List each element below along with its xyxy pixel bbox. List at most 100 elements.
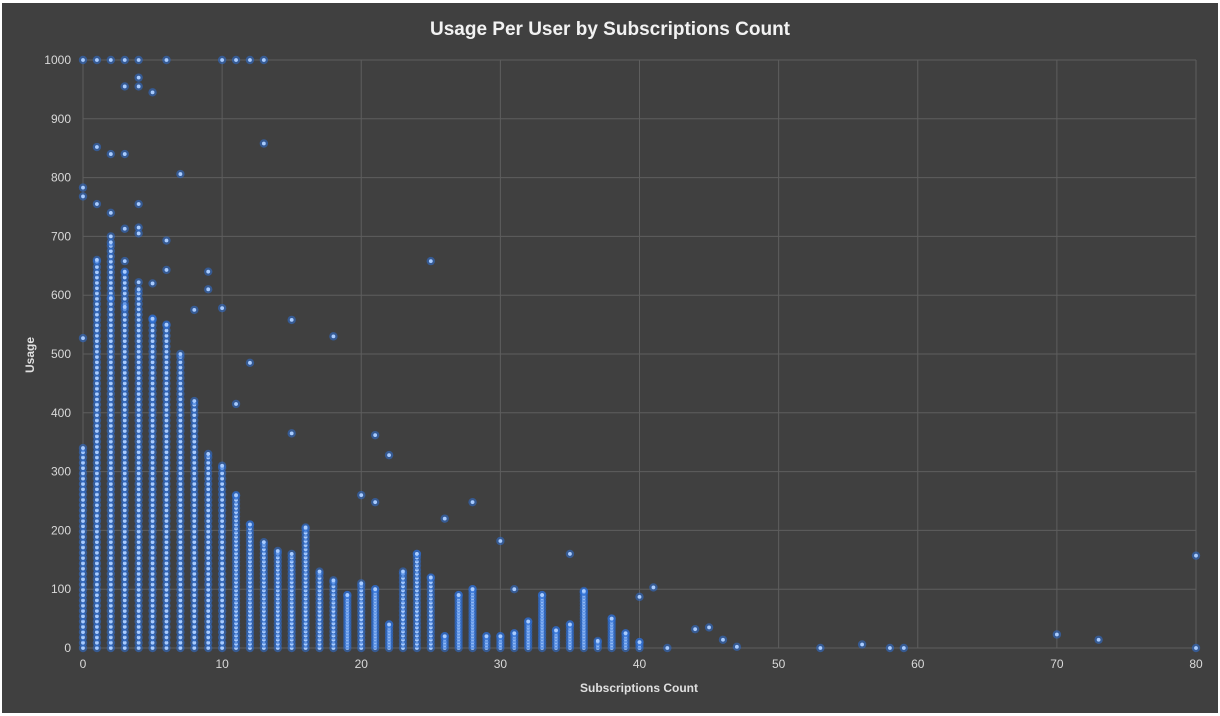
- data-point: [468, 497, 477, 507]
- data-point: [78, 55, 88, 65]
- data-point: [1191, 551, 1201, 560]
- data-point: [329, 332, 338, 341]
- data-point: [565, 549, 575, 559]
- y-tick-label: 100: [51, 582, 71, 596]
- data-point: [287, 549, 296, 559]
- data-point: [607, 614, 616, 623]
- y-axis-ticks: 0 100 200 300 400 500 600 700 800 900 1000: [44, 53, 71, 655]
- data-point: [162, 55, 171, 65]
- data-point: [663, 643, 672, 653]
- data-point: [176, 169, 185, 179]
- data-point: [190, 396, 199, 406]
- data-point: [78, 192, 88, 201]
- data-point: [1052, 630, 1062, 639]
- x-tick-label: 40: [633, 657, 647, 671]
- y-tick-label: 1000: [44, 53, 71, 67]
- data-point: [287, 429, 296, 438]
- data-point: [370, 585, 380, 594]
- chart-title: Usage Per User by Subscriptions Count: [430, 19, 791, 40]
- data-point: [106, 149, 116, 159]
- data-point: [78, 183, 88, 192]
- data-point: [496, 632, 505, 641]
- data-point: [120, 55, 129, 65]
- data-point: [635, 637, 644, 647]
- data-point: [92, 199, 102, 209]
- x-axis-ticks: 0 10 20 30 40 50 60 70 80: [80, 657, 1203, 671]
- y-tick-label: 500: [51, 347, 71, 361]
- data-point: [245, 358, 255, 368]
- data-point: [231, 490, 241, 500]
- data-point: [440, 514, 449, 523]
- x-tick-label: 20: [355, 657, 369, 671]
- gridlines: [82, 59, 1197, 649]
- data-point: [259, 55, 269, 65]
- data-point: [384, 450, 394, 460]
- data-point: [273, 546, 282, 556]
- scatter-chart: Usage Per User by Subscriptions Count 0 1…: [23, 19, 1203, 695]
- data-point: [287, 315, 296, 325]
- data-point: [231, 55, 241, 65]
- data-point: [440, 632, 449, 641]
- y-tick-label: 400: [51, 406, 71, 420]
- data-point: [537, 590, 547, 600]
- data-point: [120, 224, 129, 233]
- data-point: [245, 520, 255, 529]
- data-point: [204, 267, 213, 276]
- data-point: [343, 590, 352, 600]
- data-point: [718, 635, 728, 644]
- data-point: [635, 592, 644, 602]
- y-tick-label: 200: [51, 523, 71, 537]
- data-point: [92, 255, 102, 265]
- data-point: [565, 620, 575, 629]
- data-point: [120, 267, 129, 276]
- data-point: [120, 82, 129, 91]
- data-point: [134, 229, 143, 238]
- data-point: [732, 642, 742, 652]
- data-point: [204, 449, 213, 459]
- data-point: [357, 579, 366, 588]
- data-point: [454, 590, 463, 600]
- data-points: [78, 55, 1201, 653]
- data-point: [78, 443, 88, 453]
- data-point: [176, 349, 185, 359]
- data-point: [329, 576, 338, 585]
- x-tick-label: 80: [1189, 657, 1203, 671]
- data-point: [92, 55, 102, 65]
- data-point: [134, 285, 143, 294]
- data-point: [649, 583, 658, 592]
- x-tick-label: 10: [215, 657, 229, 671]
- data-point: [134, 199, 143, 209]
- data-point: [524, 617, 533, 626]
- data-point: [148, 279, 157, 288]
- data-point: [120, 256, 129, 266]
- data-point: [426, 256, 436, 266]
- data-point: [690, 624, 700, 634]
- data-point: [217, 461, 227, 470]
- data-point: [384, 620, 394, 629]
- data-point: [551, 626, 561, 635]
- data-point: [134, 223, 143, 232]
- y-tick-label: 900: [51, 112, 71, 126]
- data-point: [621, 629, 630, 638]
- y-tick-label: 600: [51, 288, 71, 302]
- data-point: [106, 55, 116, 65]
- x-tick-label: 50: [772, 657, 786, 671]
- data-point: [245, 55, 255, 65]
- y-tick-label: 800: [51, 171, 71, 185]
- data-point: [106, 232, 116, 241]
- data-point: [857, 640, 867, 649]
- data-point: [231, 399, 241, 409]
- data-point: [468, 585, 477, 594]
- data-point: [1191, 643, 1201, 653]
- data-point: [482, 632, 491, 641]
- data-point: [106, 238, 116, 247]
- y-tick-label: 0: [64, 641, 71, 655]
- y-axis-title: Usage: [23, 337, 37, 373]
- x-tick-label: 70: [1050, 657, 1064, 671]
- data-point: [370, 430, 380, 440]
- data-point: [885, 643, 895, 653]
- data-point: [259, 139, 269, 148]
- data-point: [1094, 635, 1103, 644]
- data-point: [134, 55, 143, 65]
- data-point: [217, 303, 227, 313]
